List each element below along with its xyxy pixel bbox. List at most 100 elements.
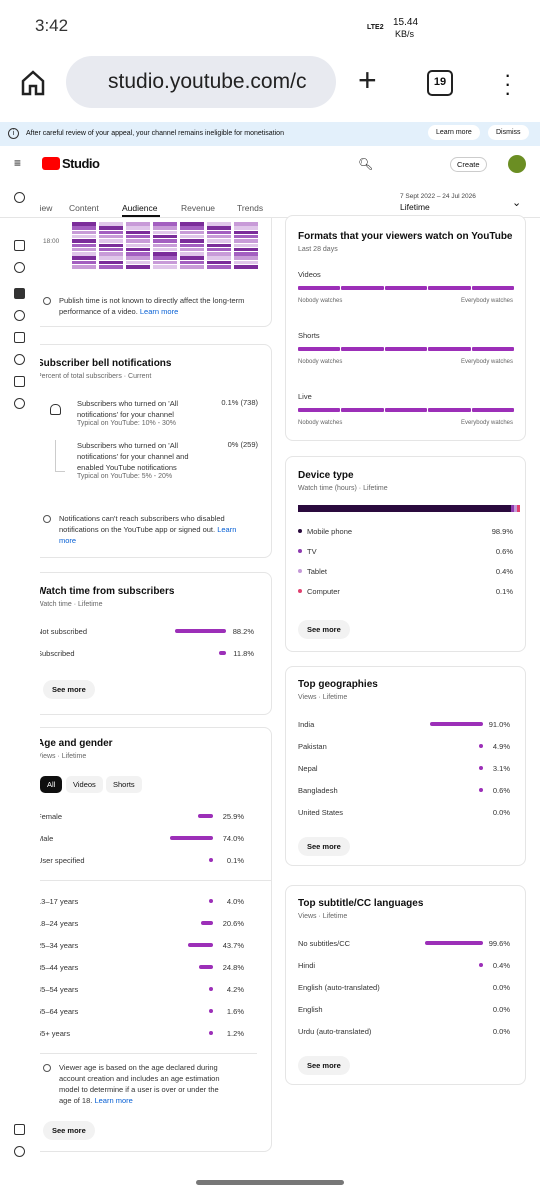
bar xyxy=(174,629,226,633)
banner-text: After careful review of your appeal, you… xyxy=(26,130,284,137)
sidebar-icon[interactable] xyxy=(14,310,25,321)
sidebar-icon[interactable] xyxy=(14,332,25,343)
left-column: 18:00 Publish time is not known to direct… xyxy=(40,218,272,1168)
heatmap-cell xyxy=(180,252,204,256)
heatmap-cell xyxy=(72,234,96,239)
heatmap-cell xyxy=(234,256,258,260)
heatmap-cell xyxy=(72,243,96,248)
heatmap-cell xyxy=(207,239,231,243)
see-more[interactable]: See more xyxy=(43,680,95,699)
heatmap-cell xyxy=(207,226,231,230)
learn-more-link[interactable]: Learn more xyxy=(94,1096,133,1105)
format-segment xyxy=(384,286,428,290)
row-value: 0.4% xyxy=(495,567,513,576)
format-segment xyxy=(428,347,471,351)
chip[interactable]: Shorts xyxy=(106,776,142,793)
sidebar-icon[interactable] xyxy=(14,1124,25,1135)
chip[interactable]: All xyxy=(40,776,63,793)
format-name: Live xyxy=(298,392,312,401)
sidebar-icon[interactable] xyxy=(14,288,25,299)
create-button[interactable]: Create xyxy=(450,157,487,172)
row-label: 18–24 years xyxy=(40,919,79,928)
sidebar-icon[interactable] xyxy=(14,192,25,203)
network: LTE2 xyxy=(367,24,384,31)
speed: 15.44 xyxy=(393,17,419,28)
heatmap-cell xyxy=(153,243,177,248)
bar xyxy=(201,921,213,925)
see-more[interactable]: See more xyxy=(43,1121,95,1140)
sidebar-icon[interactable] xyxy=(14,262,25,273)
stack-segment xyxy=(514,505,517,512)
tab-count[interactable]: 19 xyxy=(427,70,453,96)
sidebar-icon[interactable] xyxy=(14,354,25,365)
heatmap-cell xyxy=(72,265,96,269)
card-subtitle: Views · Lifetime xyxy=(40,753,87,760)
heatmap-cell xyxy=(207,265,231,269)
heatmap-cell xyxy=(126,265,150,269)
tab[interactable]: Trends xyxy=(237,203,264,213)
tab[interactable]: Overview xyxy=(40,203,53,213)
tab[interactable]: Content xyxy=(69,203,99,213)
heatmap-cell xyxy=(99,260,123,265)
sidebar-icon[interactable] xyxy=(14,398,25,409)
heatmap-cell xyxy=(234,226,258,230)
bar xyxy=(170,836,213,840)
row-value: 0.6% xyxy=(495,547,513,556)
sidebar-icon[interactable] xyxy=(14,376,25,387)
row-value: 88.2% xyxy=(232,627,254,636)
bar xyxy=(479,963,483,967)
format-segment xyxy=(298,286,341,290)
new-tab[interactable]: + xyxy=(358,62,377,98)
see-more[interactable]: See more xyxy=(298,620,350,639)
heatmap-cell xyxy=(153,222,177,226)
sidebar-icon[interactable] xyxy=(14,1146,25,1157)
card xyxy=(285,666,526,866)
dismiss[interactable]: Dismiss xyxy=(488,125,529,140)
format-segment xyxy=(298,408,341,412)
sidebar-icon[interactable] xyxy=(14,240,25,251)
heatmap-cell xyxy=(180,222,204,226)
note: Notifications can't reach subscribers wh… xyxy=(59,514,237,545)
row-value: 0.1% xyxy=(226,856,244,865)
chip[interactable]: Videos xyxy=(66,776,103,793)
heatmap-cell xyxy=(153,256,177,260)
learn-more[interactable]: Learn more xyxy=(428,125,480,140)
heatmap-cell xyxy=(72,260,96,265)
bell-typical: Typical on YouTube: 10% - 30% xyxy=(77,420,176,427)
row-value: 99.6% xyxy=(488,939,510,948)
logo: Studio xyxy=(62,156,100,171)
home-button[interactable] xyxy=(20,68,46,96)
heatmap-cell xyxy=(99,247,123,252)
format-segment xyxy=(341,347,384,351)
info-icon: i xyxy=(8,128,19,139)
url-bar[interactable] xyxy=(66,56,336,108)
heatmap-cell xyxy=(99,234,123,239)
heatmap-cell xyxy=(207,222,231,226)
tab[interactable]: Audience xyxy=(122,203,158,213)
header-icons[interactable]: 🔍︎ xyxy=(358,157,374,171)
learn-more-link[interactable]: Learn more xyxy=(139,307,179,316)
tab[interactable]: Revenue xyxy=(181,203,216,213)
scale-max: Everybody watches xyxy=(460,298,513,304)
see-more[interactable]: See more xyxy=(298,1056,350,1075)
avatar[interactable] xyxy=(508,155,526,173)
menu[interactable]: · · · xyxy=(504,62,512,105)
hamburger[interactable]: ≡ xyxy=(14,156,22,170)
heatmap-cell xyxy=(153,260,177,265)
nav-handle xyxy=(196,1180,344,1185)
date-dropdown[interactable]: ⌄ xyxy=(512,197,522,209)
heatmap-cell xyxy=(99,256,123,260)
row-label: Computer xyxy=(307,587,340,596)
card-title: Watch time from subscribers xyxy=(40,586,175,597)
card xyxy=(285,885,526,1085)
heatmap-cell xyxy=(126,260,150,265)
row-label: Female xyxy=(40,812,63,821)
heatmap-cell xyxy=(180,239,204,243)
row-label: 35–44 years xyxy=(40,963,79,972)
heatmap-cell xyxy=(72,256,96,260)
learn-more-link[interactable]: Learn more xyxy=(59,525,237,545)
row-label: 25–34 years xyxy=(40,941,79,950)
see-more[interactable]: See more xyxy=(298,837,350,856)
card-title: Device type xyxy=(298,470,354,481)
row-label: English (auto-translated) xyxy=(298,983,380,992)
